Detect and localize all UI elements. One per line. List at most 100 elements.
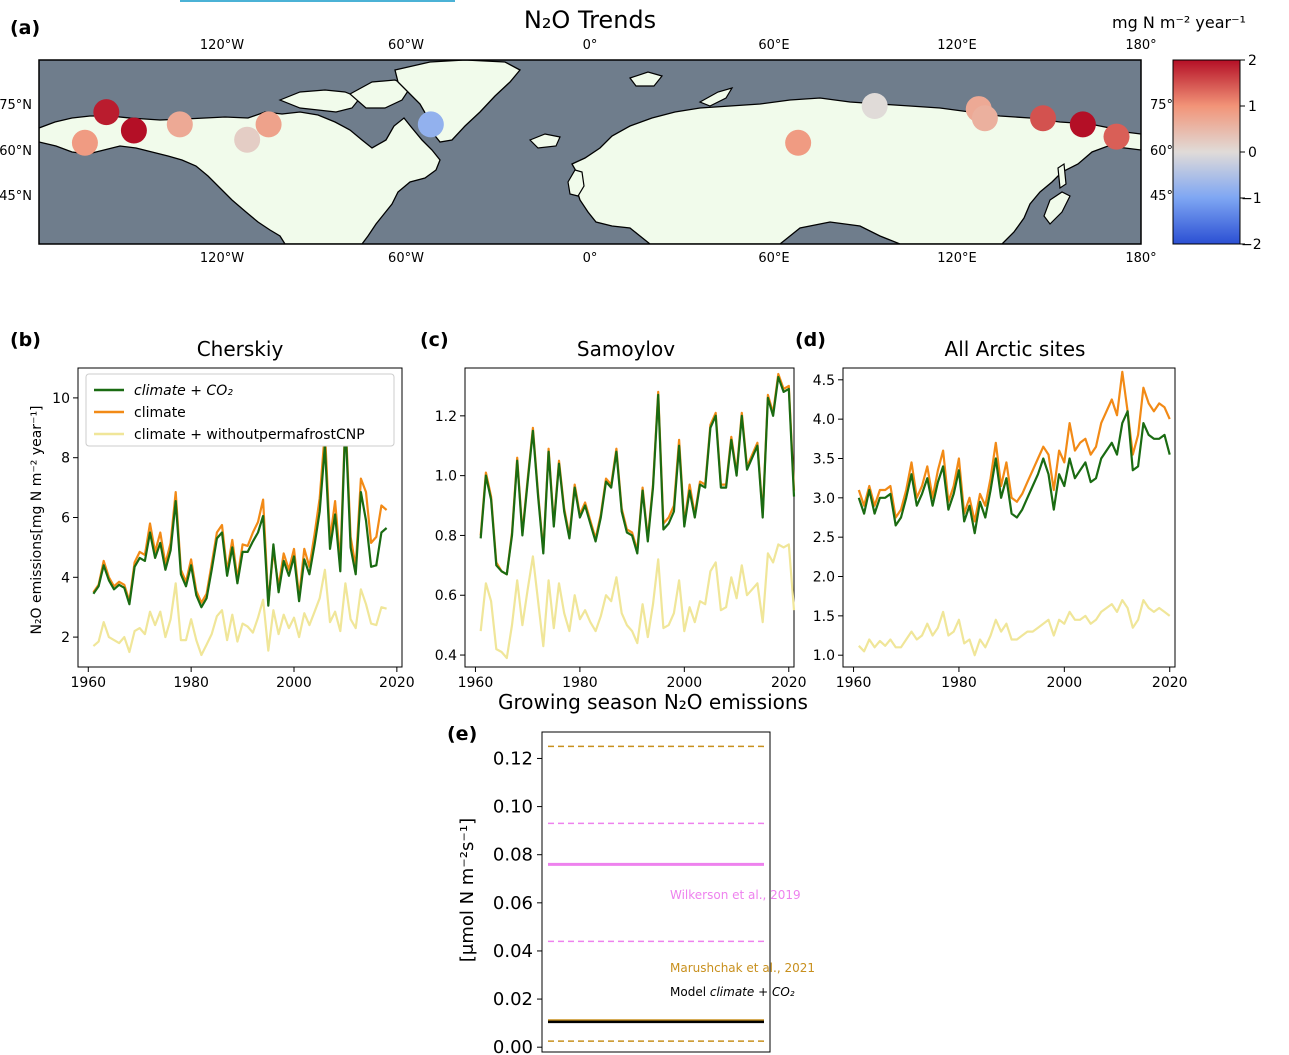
lon-label: 120°E	[937, 251, 977, 266]
colorbar-title: mg N m⁻² year⁻¹	[1112, 13, 1246, 32]
x-tick-label: 2020	[1152, 675, 1188, 691]
annotation-model-scenario: climate + CO₂	[710, 985, 795, 999]
series-line	[92, 420, 388, 609]
site-marker	[861, 93, 888, 119]
x-tick-label: 2020	[379, 675, 415, 691]
y-tick-label: 0.6	[435, 588, 457, 604]
lon-label: 120°W	[200, 251, 244, 266]
y-tick-label: 1.5	[813, 609, 835, 625]
colorbar-ticks: 2 1 0 −1 −2	[1240, 53, 1262, 253]
site-marker	[1030, 105, 1057, 132]
plot-frame	[842, 367, 1176, 668]
y-tick-label: 0.00	[493, 1037, 533, 1055]
y-tick-label: 3.5	[813, 451, 835, 467]
y-tick-label: 0.08	[493, 845, 533, 866]
map-sites	[71, 93, 1130, 156]
panel-b-plot: 1960 1980 2000 2020 2 4 6 8 10 climate + CO₂ clima…	[52, 367, 415, 691]
y-tick-label: 1.0	[813, 648, 835, 664]
series-line	[857, 370, 1171, 523]
y-tick-label: 3.0	[813, 491, 835, 507]
panel-e-letter: (e)	[447, 723, 477, 745]
y-tick-label: 0.8	[435, 528, 457, 544]
panel-d-title: All Arctic sites	[945, 337, 1086, 361]
annotation-marushchak: Marushchak et al., 2021	[670, 961, 815, 975]
site-marker	[93, 99, 120, 126]
map-lat-labels-right: 75° 60° 45°	[1150, 98, 1173, 204]
north-america	[39, 111, 441, 244]
site-marker	[234, 126, 261, 153]
y-tick-label: 2.5	[813, 530, 835, 546]
site-marker	[971, 105, 998, 132]
lat-label: 45°N	[0, 189, 32, 204]
y-tick-label: 4.5	[813, 373, 835, 389]
y-tick-label: 0.04	[493, 941, 533, 962]
plot-frame	[464, 367, 795, 668]
y-tick-label: 0.12	[493, 748, 533, 769]
site-marker	[166, 111, 193, 138]
site-marker	[785, 129, 812, 156]
map-frame	[38, 59, 1142, 245]
panel-e-plot: 0.00 0.02 0.04 0.06 0.08 0.10 0.12	[493, 731, 771, 1055]
map-lat-labels-left: 75°N 60°N 45°N	[0, 98, 32, 204]
iceland	[528, 133, 561, 149]
series-line	[479, 375, 796, 576]
panel-c-letter: (c)	[420, 329, 449, 351]
map-lon-labels-bottom: 120°W 60°W 0° 60°E 120°E 180°	[200, 251, 1157, 266]
colorbar-tick: −2	[1241, 237, 1262, 253]
y-tick-label: 0.06	[493, 893, 533, 914]
x-tick-label: 1980	[173, 675, 209, 691]
panel-b-letter: (b)	[10, 329, 41, 351]
lon-label: 60°W	[388, 251, 424, 266]
lon-label: 60°E	[758, 251, 789, 266]
series-line	[479, 543, 796, 660]
map-title: N₂O Trends	[524, 6, 656, 34]
lat-label: 45°	[1150, 189, 1173, 204]
colorbar-tick: 1	[1248, 99, 1257, 115]
y-tick-label: 4.0	[813, 412, 835, 428]
site-marker	[1069, 111, 1096, 138]
y-tick-label: 6	[61, 511, 70, 527]
panel-b-ylabel: N₂O emissions[mg N m⁻² year⁻¹]	[29, 405, 45, 634]
sakhalin	[1057, 162, 1067, 190]
y-tick-label: 0.4	[435, 648, 457, 664]
lon-label: 180°	[1125, 38, 1156, 53]
y-tick-label: 2	[61, 630, 70, 646]
y-tick-label: 0.02	[493, 989, 533, 1010]
series-line	[857, 410, 1171, 535]
lon-label: 60°W	[388, 38, 424, 53]
map-area	[39, 60, 1141, 244]
colorbar	[1172, 59, 1241, 245]
map-lon-labels-top: 120°W 60°W 0° 60°E 120°E 180°	[200, 38, 1157, 53]
site-marker	[417, 111, 444, 138]
svalbard	[629, 71, 664, 87]
panel-c-plot: 1960 1980 2000 2020 0.4 0.6 0.8 1.0 1.2	[435, 367, 807, 691]
lon-label: 60°E	[758, 38, 789, 53]
colorbar-tick: 2	[1248, 53, 1257, 69]
site-marker	[1103, 123, 1130, 150]
y-tick-label: 10	[52, 391, 70, 407]
panel-e-title: Growing season N₂O emissions	[498, 690, 808, 714]
lon-label: 120°W	[200, 38, 244, 53]
x-tick-label: 1980	[941, 675, 977, 691]
x-tick-label: 1980	[562, 675, 598, 691]
y-tick-label: 8	[61, 451, 70, 467]
colorbar-tick: −1	[1241, 191, 1262, 207]
panel-c-title: Samoylov	[577, 337, 675, 361]
lat-label: 75°	[1150, 98, 1173, 113]
panel-a-letter: (a)	[10, 17, 40, 39]
lon-label: 180°	[1125, 251, 1156, 266]
lat-label: 60°N	[0, 144, 32, 159]
arctic-islands	[278, 89, 361, 113]
panel-d-plot: 1960 1980 2000 2020 1.0 1.5 2.0 2.5 3.0 3.5 4.0 4.5	[813, 367, 1188, 691]
legend-label: climate	[134, 405, 186, 421]
novaya-zemlya	[698, 87, 734, 107]
britain	[567, 169, 585, 197]
lon-label: 0°	[583, 38, 598, 53]
x-tick-label: 2020	[771, 675, 807, 691]
japan	[1043, 191, 1071, 225]
series-line	[92, 568, 387, 657]
y-tick-label: 1.0	[435, 469, 457, 485]
panel-d-letter: (d)	[795, 329, 826, 351]
top-edge-bar	[180, 0, 455, 2]
x-tick-label: 2000	[667, 675, 703, 691]
